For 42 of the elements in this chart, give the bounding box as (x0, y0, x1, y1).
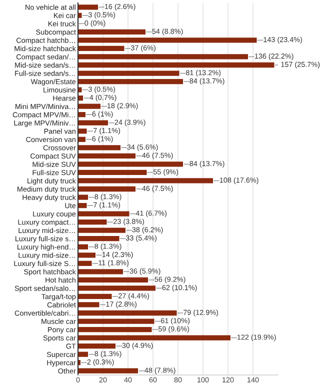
bar (78, 260, 92, 266)
bar (78, 294, 112, 300)
bar (78, 318, 154, 324)
bar (78, 29, 146, 34)
bar (78, 70, 180, 76)
bar (78, 344, 116, 349)
bar (78, 194, 88, 200)
bar (78, 170, 147, 176)
bar (78, 162, 183, 167)
bar (78, 286, 156, 291)
bar (78, 54, 248, 60)
bar (78, 220, 107, 225)
bar (78, 112, 86, 118)
bar (78, 186, 136, 192)
bar (78, 38, 257, 43)
bar (78, 128, 87, 134)
bar (78, 302, 100, 308)
bar (78, 236, 120, 242)
bar (78, 252, 96, 258)
bar (78, 335, 230, 340)
bar (78, 145, 120, 150)
bar (78, 104, 100, 109)
bar (78, 352, 88, 357)
bar (78, 12, 82, 18)
bar (78, 46, 124, 52)
bar (78, 269, 123, 274)
bar (78, 136, 86, 142)
bar (78, 211, 130, 216)
bar (78, 368, 138, 374)
bar (78, 120, 108, 126)
bar (78, 202, 87, 208)
bar (78, 326, 152, 332)
bar (78, 87, 82, 92)
bar (78, 310, 177, 316)
bar (78, 228, 126, 233)
bar (78, 78, 183, 84)
bar (78, 62, 274, 68)
bar (78, 4, 98, 10)
bar (78, 153, 136, 158)
bar (78, 178, 213, 184)
bar (78, 244, 88, 250)
bar (78, 277, 148, 282)
